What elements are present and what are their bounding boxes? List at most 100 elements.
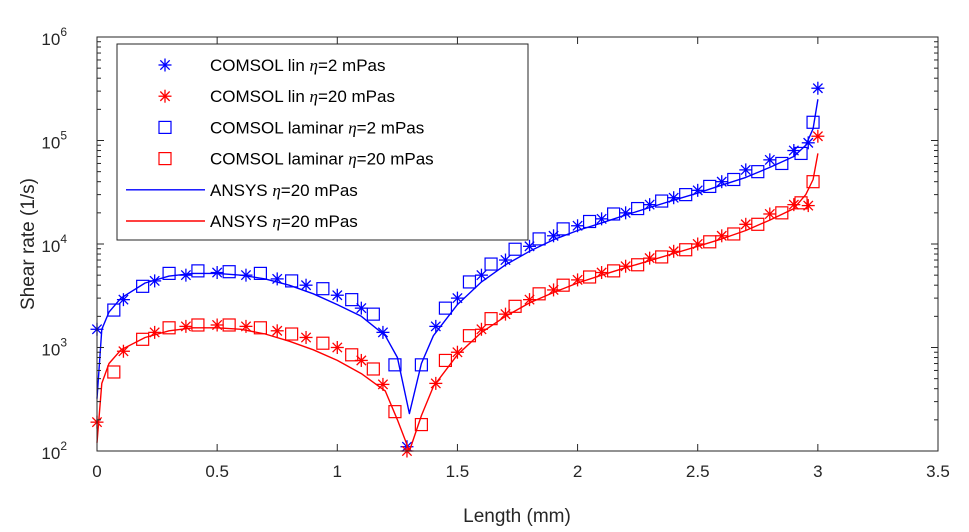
data-point-asterisk — [787, 144, 801, 158]
x-tick-label: 1 — [333, 462, 342, 481]
legend-asterisk-marker — [158, 58, 172, 72]
data-point-square — [582, 214, 597, 229]
data-point-asterisk — [787, 198, 801, 212]
data-point-square — [556, 222, 570, 236]
data-point-square — [679, 243, 693, 257]
data-point-asterisk — [547, 283, 561, 297]
data-point-square — [607, 207, 621, 221]
data-point-square — [253, 266, 267, 280]
x-axis-label: Length (mm) — [463, 506, 571, 527]
data-point-square — [285, 327, 299, 341]
x-tick-label: 3.5 — [926, 462, 950, 481]
data-point-asterisk — [739, 163, 753, 177]
data-point-asterisk — [354, 301, 368, 315]
data-point-square — [484, 257, 498, 271]
data-point-asterisk — [715, 229, 729, 243]
data-point-square — [508, 242, 522, 256]
data-point-square — [775, 206, 789, 220]
series-6 — [96, 153, 819, 452]
data-point-square — [316, 282, 330, 296]
legend-label: COMSOL lin η=2 mPas — [210, 56, 386, 75]
legend-entry: COMSOL laminar η=2 mPas — [158, 118, 424, 137]
data-point-square — [794, 196, 808, 210]
data-point-square — [679, 188, 693, 202]
data-point-square — [222, 318, 236, 332]
x-tick-label: 0 — [92, 462, 101, 481]
data-point-asterisk — [571, 273, 585, 287]
legend: COMSOL lin η=2 mPas COMSOL lin η=20 mPas C… — [116, 43, 529, 241]
data-point-square — [162, 266, 176, 280]
data-point-square — [414, 358, 428, 372]
data-point-square — [191, 318, 205, 332]
y-tick-label: 104 — [41, 232, 67, 256]
data-point-asterisk — [299, 330, 313, 344]
data-point-asterisk — [739, 217, 753, 231]
data-point-square — [222, 265, 236, 279]
series-4 — [107, 175, 820, 432]
y-tick-label: 106 — [41, 25, 67, 49]
data-point-square — [107, 303, 121, 317]
data-point-square — [414, 417, 428, 432]
data-point-asterisk — [299, 278, 313, 292]
data-point-square — [806, 175, 820, 189]
data-point-square — [532, 232, 546, 246]
legend-entry: COMSOL laminar η=20 mPas — [158, 150, 434, 169]
legend-entry: ANSYS η=20 mPas — [126, 212, 358, 231]
data-point-square — [794, 146, 808, 161]
data-point-asterisk — [270, 272, 284, 286]
data-point-asterisk — [811, 129, 825, 143]
data-point-square — [655, 194, 669, 208]
data-point-asterisk — [763, 153, 777, 167]
data-point-square — [366, 307, 380, 321]
data-point-square — [751, 217, 765, 231]
legend-label: COMSOL lin η=20 mPas — [210, 87, 395, 106]
data-point-square — [388, 358, 402, 372]
legend-label: COMSOL laminar η=2 mPas — [210, 118, 424, 137]
data-point-asterisk — [667, 244, 681, 258]
legend-label: COMSOL laminar η=20 mPas — [210, 150, 434, 169]
data-point-square — [703, 235, 717, 249]
plot-marks — [90, 81, 825, 458]
data-point-square — [556, 278, 570, 292]
data-point-asterisk — [148, 325, 162, 339]
x-tick-label: 2.5 — [686, 462, 710, 481]
data-point-asterisk — [450, 291, 464, 305]
data-point-square — [162, 321, 176, 335]
x-tick-label: 2 — [573, 462, 582, 481]
data-point-asterisk — [691, 237, 705, 251]
y-tick-label: 102 — [41, 439, 67, 463]
legend-square-marker — [158, 152, 172, 166]
data-point-asterisk — [270, 324, 284, 338]
y-tick-label: 105 — [41, 129, 67, 153]
data-point-square — [107, 365, 121, 379]
data-point-square — [703, 179, 717, 194]
data-point-square — [285, 274, 299, 288]
data-point-asterisk — [210, 266, 224, 280]
x-tick-label: 3 — [813, 462, 822, 481]
data-point-square — [136, 332, 150, 346]
data-point-square — [631, 201, 645, 216]
data-point-square — [727, 227, 741, 241]
data-point-square — [508, 299, 522, 313]
series-line — [96, 99, 819, 415]
data-point-square — [316, 336, 330, 350]
y-tick-label: 103 — [41, 336, 67, 360]
data-point-square — [607, 264, 621, 278]
data-point-square — [366, 362, 380, 376]
x-tick-label: 1.5 — [446, 462, 470, 481]
x-tick-label: 0.5 — [205, 462, 229, 481]
series-1 — [90, 81, 825, 454]
data-point-asterisk — [376, 325, 390, 339]
data-point-square — [191, 264, 205, 278]
series-2 — [90, 129, 825, 458]
data-point-square — [388, 405, 402, 419]
legend-box — [116, 43, 529, 241]
data-point-square — [462, 329, 477, 343]
data-point-square — [484, 312, 498, 326]
data-point-square — [253, 321, 267, 335]
data-point-asterisk — [179, 319, 193, 333]
data-point-asterisk — [811, 81, 825, 95]
data-point-asterisk — [474, 268, 488, 282]
legend-entry: COMSOL lin η=20 mPas — [158, 87, 395, 106]
